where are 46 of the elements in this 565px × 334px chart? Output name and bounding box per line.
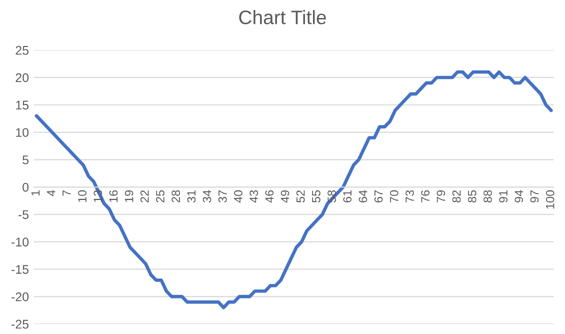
x-tick-label: 85 bbox=[468, 190, 476, 202]
x-tick-label: 58 bbox=[328, 190, 336, 202]
y-tick-label: -10 bbox=[12, 238, 29, 246]
x-tick-label: 13 bbox=[94, 190, 102, 202]
x-tick-label: 19 bbox=[124, 190, 134, 202]
x-tick-label: 61 bbox=[343, 190, 352, 202]
x-tick-label: 73 bbox=[406, 190, 414, 202]
y-tick-label: 10 bbox=[16, 128, 29, 137]
x-tick-label: 25 bbox=[156, 190, 164, 202]
x-tick-label: 97 bbox=[530, 190, 539, 202]
y-tick-label: 5 bbox=[22, 156, 29, 164]
x-tick-label: 1 bbox=[31, 190, 40, 196]
x-tick-label: 67 bbox=[374, 190, 383, 202]
x-tick-label: 79 bbox=[436, 190, 446, 202]
x-tick-label: 16 bbox=[109, 190, 118, 202]
x-tick-label: 43 bbox=[250, 190, 258, 203]
x-tick-label: 34 bbox=[202, 190, 212, 202]
y-tick-label: -5 bbox=[18, 210, 29, 220]
x-tick-label: 100 bbox=[546, 190, 554, 209]
x-tick-label: 82 bbox=[452, 190, 461, 202]
y-tick-label: -20 bbox=[12, 292, 29, 302]
x-tick-label: 88 bbox=[484, 190, 492, 202]
y-tick-label: 0 bbox=[22, 182, 29, 192]
x-tick-label: 4 bbox=[47, 190, 56, 196]
x-tick-label: 37 bbox=[218, 190, 227, 202]
y-tick-label: 20 bbox=[16, 73, 29, 82]
y-tick-label: -25 bbox=[12, 320, 29, 329]
x-tick-label: 40 bbox=[234, 190, 242, 203]
x-tick-label: 76 bbox=[421, 190, 430, 202]
x-tick-label: 22 bbox=[140, 190, 149, 202]
x-tick-label: 28 bbox=[172, 190, 180, 202]
x-tick-label: 70 bbox=[390, 190, 398, 202]
x-tick-label: 7 bbox=[62, 190, 71, 196]
x-tick-label: 55 bbox=[312, 190, 320, 202]
y-tick-label: 15 bbox=[16, 100, 29, 110]
y-tick-label: 25 bbox=[16, 46, 29, 55]
x-tick-label: 31 bbox=[187, 190, 196, 202]
y-tick-label: -15 bbox=[12, 265, 29, 274]
x-tick-label: 46 bbox=[265, 190, 274, 203]
chart-title: Chart Title bbox=[239, 10, 326, 24]
x-tick-label: 91 bbox=[499, 190, 508, 202]
x-tick-label: 10 bbox=[78, 190, 86, 202]
x-tick-label: 64 bbox=[358, 190, 368, 202]
x-tick-label: 49 bbox=[280, 190, 290, 203]
x-tick-label: 52 bbox=[296, 190, 305, 202]
x-tick-label: 94 bbox=[514, 190, 524, 202]
